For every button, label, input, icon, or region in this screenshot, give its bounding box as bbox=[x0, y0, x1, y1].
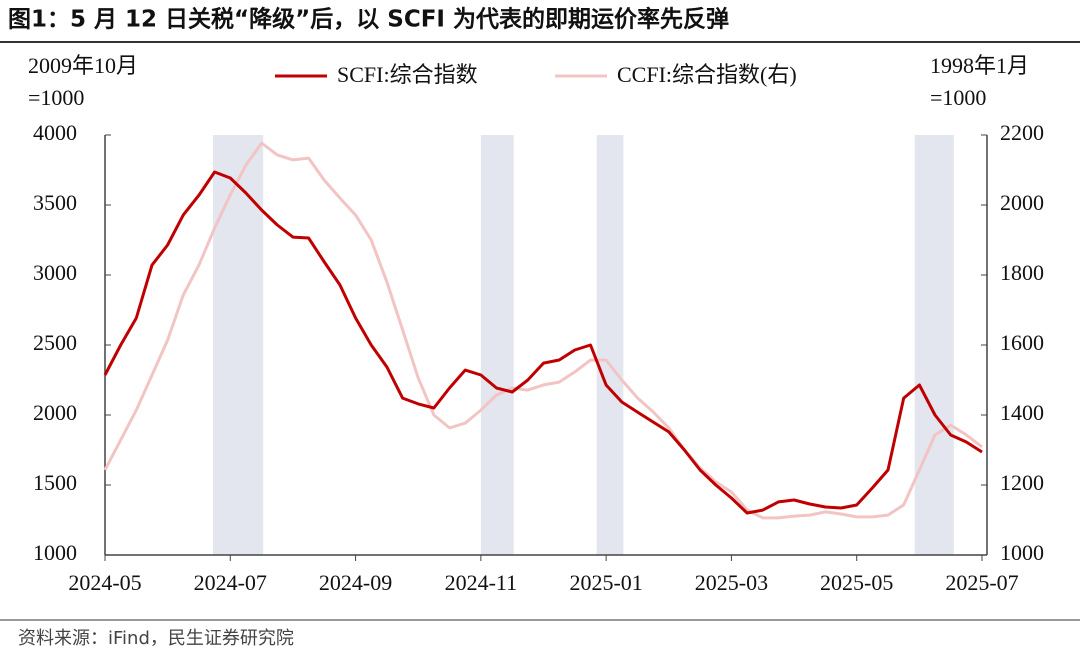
x-tick-label: 2024-05 bbox=[68, 570, 141, 595]
y-tick-label: 1000 bbox=[33, 540, 77, 565]
x-tick-label: 2024-07 bbox=[194, 570, 267, 595]
y-axis-label: =1000 bbox=[28, 85, 84, 110]
chart-title: 图1：5 月 12 日关税“降级”后，以 SCFI 为代表的即期运价率先反弹 bbox=[8, 6, 729, 33]
x-tick-label: 2024-09 bbox=[319, 570, 392, 595]
y2-tick-label: 2000 bbox=[1000, 190, 1044, 215]
series-line bbox=[103, 141, 983, 520]
x-tick-label: 2025-03 bbox=[695, 570, 768, 595]
y2-axis-label: 1998年1月 bbox=[930, 53, 1029, 78]
highlight-span bbox=[914, 135, 954, 555]
highlight-span bbox=[596, 135, 624, 555]
source: 资料来源：iFind，民生证券研究院 bbox=[18, 628, 294, 649]
y-tick-label: 4000 bbox=[33, 120, 77, 145]
y-tick-label: 3000 bbox=[33, 260, 77, 285]
x-tick-label: 2025-01 bbox=[569, 570, 642, 595]
y2-tick-label: 1800 bbox=[1000, 260, 1044, 285]
y-axis-label: 2009年10月 bbox=[28, 53, 138, 78]
legend-label: CCFI:综合指数(右) bbox=[617, 62, 797, 87]
y2-axis-label: =1000 bbox=[930, 85, 986, 110]
highlight-span bbox=[480, 135, 514, 555]
y2-tick-label: 2200 bbox=[1000, 120, 1044, 145]
x-tick-label: 2024-11 bbox=[445, 570, 518, 595]
series-line bbox=[103, 170, 983, 515]
y-tick-label: 1500 bbox=[33, 470, 77, 495]
legend-label: SCFI:综合指数 bbox=[337, 62, 478, 87]
y-tick-label: 2000 bbox=[33, 400, 77, 425]
y2-tick-label: 1600 bbox=[1000, 330, 1044, 355]
x-tick-label: 2025-05 bbox=[820, 570, 893, 595]
x-tick-label: 2025-07 bbox=[945, 570, 1018, 595]
y-tick-label: 3500 bbox=[33, 190, 77, 215]
y2-tick-label: 1200 bbox=[1000, 470, 1044, 495]
y-tick-label: 2500 bbox=[33, 330, 77, 355]
y2-tick-label: 1400 bbox=[1000, 400, 1044, 425]
highlight-span bbox=[213, 135, 264, 555]
y2-tick-label: 1000 bbox=[1000, 540, 1044, 565]
